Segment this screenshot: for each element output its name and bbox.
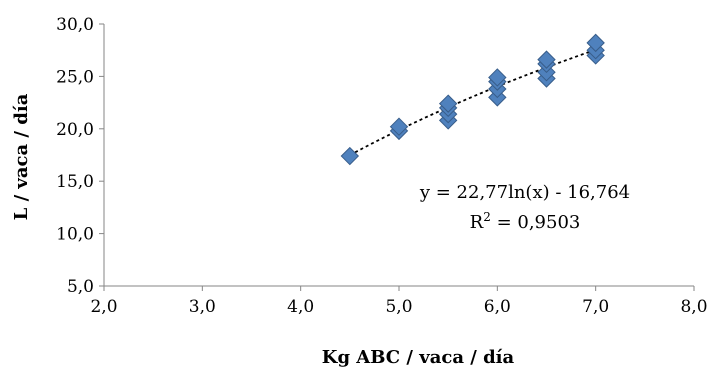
y-tick-label: 20,0 (56, 120, 94, 140)
data-point (488, 68, 507, 87)
x-tick-label: 3,0 (189, 297, 216, 317)
x-axis-ticks: 2,0 3,0 4,0 5,0 6,0 7,0 8,0 (90, 286, 708, 317)
r-squared-prefix: R (470, 212, 484, 233)
r-squared-label: R2 = 0,9503 (470, 210, 581, 233)
x-tick-label: 5,0 (385, 297, 412, 317)
x-tick-label: 4,0 (287, 297, 314, 317)
x-tick-label: 8,0 (680, 297, 707, 317)
y-axis-title: L / vaca / día (11, 93, 32, 220)
data-point (340, 146, 360, 166)
y-tick-label: 15,0 (56, 172, 94, 192)
y-tick-label: 30,0 (56, 15, 94, 35)
data-point (389, 117, 409, 136)
x-tick-label: 6,0 (484, 297, 511, 317)
x-axis-title: Kg ABC / vaca / día (322, 347, 515, 368)
r-squared-value: = 0,9503 (491, 212, 581, 233)
y-tick-label: 10,0 (56, 225, 94, 245)
data-point (537, 50, 556, 69)
x-tick-label: 2,0 (90, 297, 117, 317)
y-tick-label: 5,0 (67, 277, 94, 297)
x-tick-label: 7,0 (582, 297, 609, 317)
axes (103, 24, 694, 287)
data-points (340, 33, 605, 166)
r-squared-superscript: 2 (483, 210, 491, 224)
data-point (586, 33, 605, 53)
trendline (349, 48, 596, 156)
trendline-equation: y = 22,77ln(x) - 16,764 (419, 182, 630, 203)
y-tick-label: 25,0 (56, 67, 94, 87)
trendline-group (349, 48, 596, 156)
y-axis-ticks: 5,0 10,0 15,0 20,0 25,0 30,0 (56, 15, 104, 297)
data-point (438, 94, 458, 113)
